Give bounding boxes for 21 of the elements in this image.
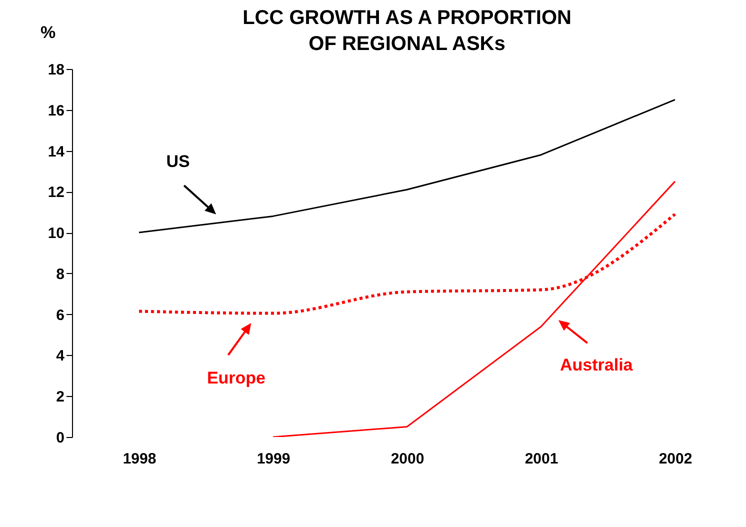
line-series <box>138 98 676 234</box>
x-tick-label: 1998 <box>122 450 156 468</box>
y-tick-label: 14 <box>48 143 66 160</box>
x-tick-label: 2002 <box>658 450 692 468</box>
legend-label: Australia <box>560 356 634 375</box>
x-tick-label: 2000 <box>390 450 424 468</box>
text: US <box>166 152 190 171</box>
y-tick-label: 18 <box>48 62 64 78</box>
y-tick-label: 2 <box>56 388 64 406</box>
y-tick-label: 12 <box>48 184 64 202</box>
y-tick-label: 6 <box>56 306 64 324</box>
y-tick-label: 10 <box>48 225 64 242</box>
x-tick-label: 1999 <box>256 450 290 468</box>
y-axis-title: % <box>40 23 56 42</box>
y-tick-label: 8 <box>56 266 64 283</box>
y-tick-label: 16 <box>48 102 64 120</box>
legend-label: Europe <box>206 368 266 388</box>
x-tick-label: 2001 <box>524 450 558 468</box>
y-tick-label: 4 <box>56 348 66 365</box>
chart-title: LCC GROWTH AS A PROPORTION OF REGIONAL ASKs <box>242 7 572 55</box>
y-tick-label: 0 <box>56 430 64 446</box>
